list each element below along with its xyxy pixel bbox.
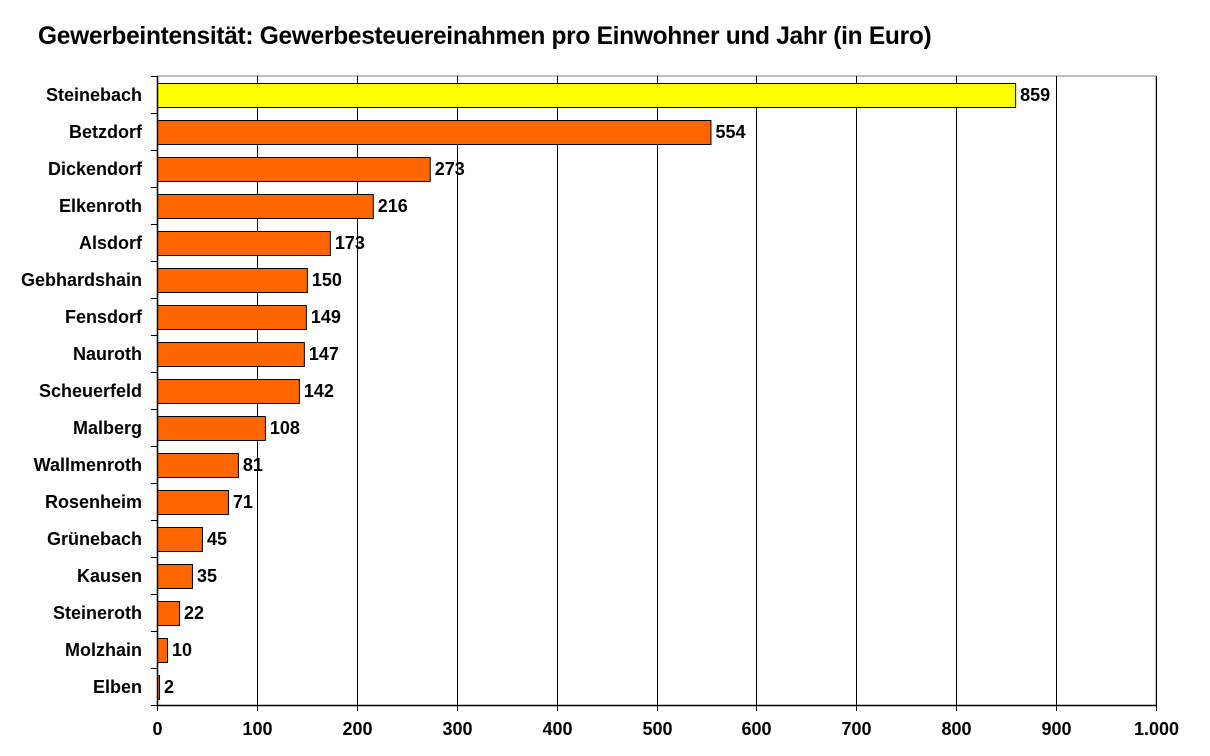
- category-label: Grünebach: [47, 529, 142, 549]
- bar: [157, 194, 374, 219]
- chart-title: Gewerbeintensität: Gewerbesteuereinahmen…: [38, 22, 932, 50]
- bar: [157, 527, 203, 552]
- x-tick-label: 600: [741, 719, 771, 739]
- data-label: 216: [378, 196, 408, 216]
- category-label: Molzhain: [65, 640, 142, 660]
- bar: [157, 601, 180, 626]
- category-label: Nauroth: [73, 344, 142, 364]
- data-label: 2: [164, 677, 174, 697]
- bar: [157, 379, 300, 404]
- axes: [151, 76, 1157, 711]
- x-tick-label: 800: [941, 719, 971, 739]
- data-label: 108: [270, 418, 300, 438]
- x-tick-label: 700: [841, 719, 871, 739]
- bar: [157, 638, 168, 663]
- x-tick-label: 200: [342, 719, 372, 739]
- bar: [157, 268, 308, 293]
- bars: [157, 83, 1017, 700]
- x-tick-label: 300: [442, 719, 472, 739]
- bar: [157, 416, 266, 441]
- x-tick-label: 500: [642, 719, 672, 739]
- category-label: Gebhardshain: [21, 270, 142, 290]
- category-label: Elkenroth: [59, 196, 142, 216]
- labels: 0 100 200 300 400 500 600 700 800 900 1.000 Steineb…: [21, 85, 1179, 739]
- category-label: Wallmenroth: [34, 455, 142, 475]
- category-label: Scheuerfeld: [39, 381, 142, 401]
- data-label: 10: [172, 640, 192, 660]
- category-label: Rosenheim: [45, 492, 142, 512]
- data-label: 149: [311, 307, 341, 327]
- data-label: 142: [304, 381, 334, 401]
- category-label: Alsdorf: [79, 233, 143, 253]
- category-label: Dickendorf: [48, 159, 143, 179]
- x-tick-label: 400: [542, 719, 572, 739]
- bar: [157, 564, 193, 589]
- data-label: 147: [309, 344, 339, 364]
- bar: [157, 305, 307, 330]
- bar: [157, 83, 1017, 108]
- data-label: 81: [243, 455, 263, 475]
- data-label: 273: [435, 159, 465, 179]
- data-label: 71: [233, 492, 253, 512]
- bar: [157, 342, 305, 367]
- bar: [157, 120, 712, 145]
- data-label: 45: [207, 529, 227, 549]
- data-label: 554: [715, 122, 745, 142]
- data-label: 35: [197, 566, 217, 586]
- x-tick-label: 100: [242, 719, 272, 739]
- category-label: Steinebach: [46, 85, 142, 105]
- data-label: 150: [312, 270, 342, 290]
- x-tick-label: 900: [1041, 719, 1071, 739]
- category-label: Fensdorf: [65, 307, 143, 327]
- category-label: Betzdorf: [69, 122, 143, 142]
- data-label: 173: [335, 233, 365, 253]
- x-tick-label: 1.000: [1134, 719, 1179, 739]
- bar: [157, 490, 229, 515]
- category-label: Kausen: [77, 566, 142, 586]
- data-label: 859: [1020, 85, 1050, 105]
- data-label: 22: [184, 603, 204, 623]
- bar: [157, 231, 331, 256]
- category-label: Elben: [93, 677, 142, 697]
- bar: [157, 157, 431, 182]
- x-tick-label: 0: [152, 719, 162, 739]
- bar: [157, 453, 239, 478]
- category-label: Malberg: [73, 418, 142, 438]
- category-label: Steineroth: [53, 603, 142, 623]
